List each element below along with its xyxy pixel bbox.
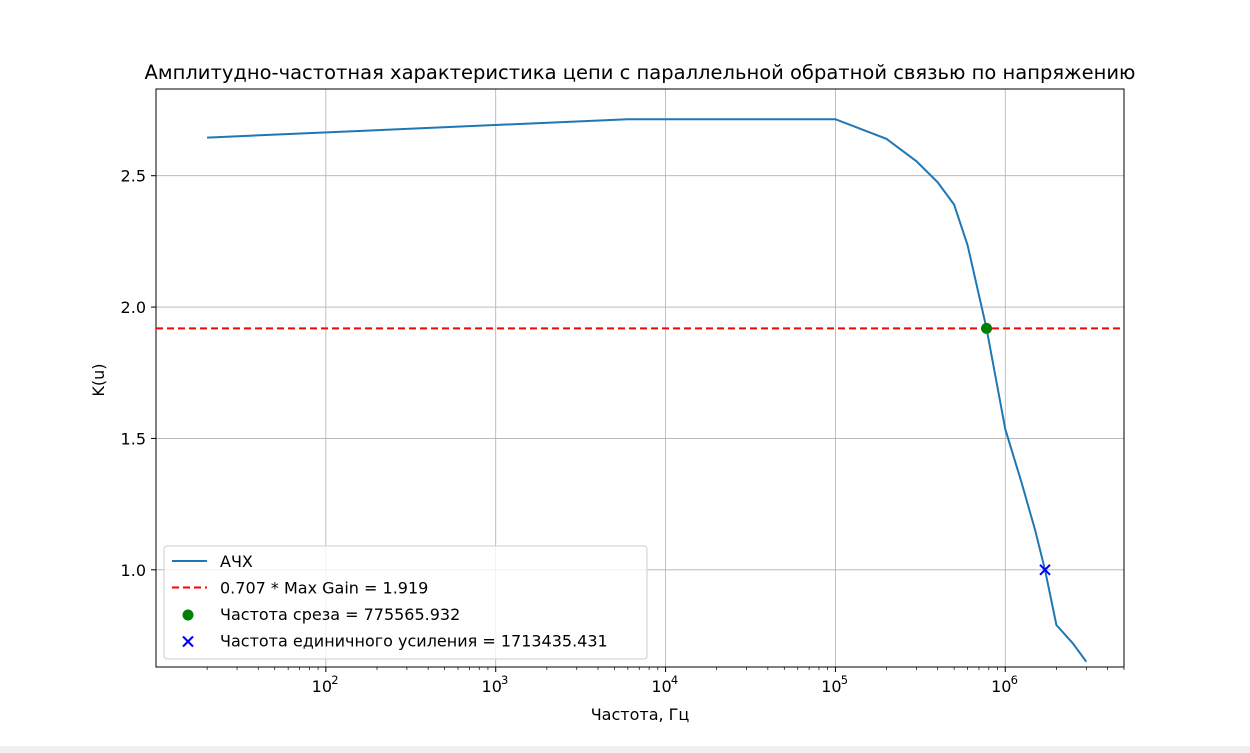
legend-handle-x xyxy=(182,635,194,648)
x-tick-exponent: 5 xyxy=(841,673,848,687)
legend-box xyxy=(163,545,648,660)
x-tick-base: 10 xyxy=(821,677,841,696)
x-tick-base: 10 xyxy=(991,677,1011,696)
y-tick-label: 1.0 xyxy=(121,561,146,580)
x-tick-base: 10 xyxy=(651,677,671,696)
legend-item: Частота среза = 775565.932 xyxy=(182,605,460,624)
x-tick-exponent: 3 xyxy=(501,673,508,687)
legend-handle-circle xyxy=(182,609,194,621)
x-tick-exponent: 4 xyxy=(671,673,678,687)
legend-label: Частота единичного усиления = 1713435.43… xyxy=(220,632,608,651)
x-tick-base: 10 xyxy=(482,677,502,696)
chart-title: Амплитудно-частотная характеристика цепи… xyxy=(145,61,1136,84)
legend-label: 0.707 * Max Gain = 1.919 xyxy=(220,579,428,598)
legend-item: Частота единичного усиления = 1713435.43… xyxy=(182,632,608,651)
legend-label: АЧХ xyxy=(220,552,253,571)
axes-frame xyxy=(155,88,1125,668)
x-tick-label: 10 3 xyxy=(482,673,509,696)
x-tick-label: 10 6 xyxy=(991,673,1018,696)
y-axis-label: K(u) xyxy=(89,363,108,396)
x-tick-label: 10 2 xyxy=(312,673,339,696)
legend-item: АЧХ xyxy=(172,552,253,571)
cutoff-point xyxy=(981,322,993,334)
legend-item: 0.707 * Max Gain = 1.919 xyxy=(172,579,428,598)
unity-gain-point-stroke xyxy=(1039,564,1051,576)
x-tick-exponent: 6 xyxy=(1011,673,1018,687)
x-axis-label: Частота, Гц xyxy=(591,705,690,724)
plot-area xyxy=(156,118,1124,663)
axes: 10 2 10 3 10 4 10 5 10 61.01.52.02.5 xyxy=(121,88,1125,696)
unity-gain-point xyxy=(1039,564,1051,576)
y-tick-label: 1.5 xyxy=(121,429,146,448)
x-tick-base: 10 xyxy=(312,677,332,696)
y-tick-label: 2.0 xyxy=(121,298,146,317)
series-line-achkh xyxy=(207,118,1088,663)
x-tick-label: 10 5 xyxy=(821,673,848,696)
legend: АЧХ 0.707 * Max Gain = 1.919 Частота среза… xyxy=(163,545,648,660)
legend-label: Частота среза = 775565.932 xyxy=(220,605,460,624)
x-tick-exponent: 2 xyxy=(331,673,338,687)
x-tick-label: 10 4 xyxy=(651,673,678,696)
y-tick-label: 2.5 xyxy=(121,167,146,186)
